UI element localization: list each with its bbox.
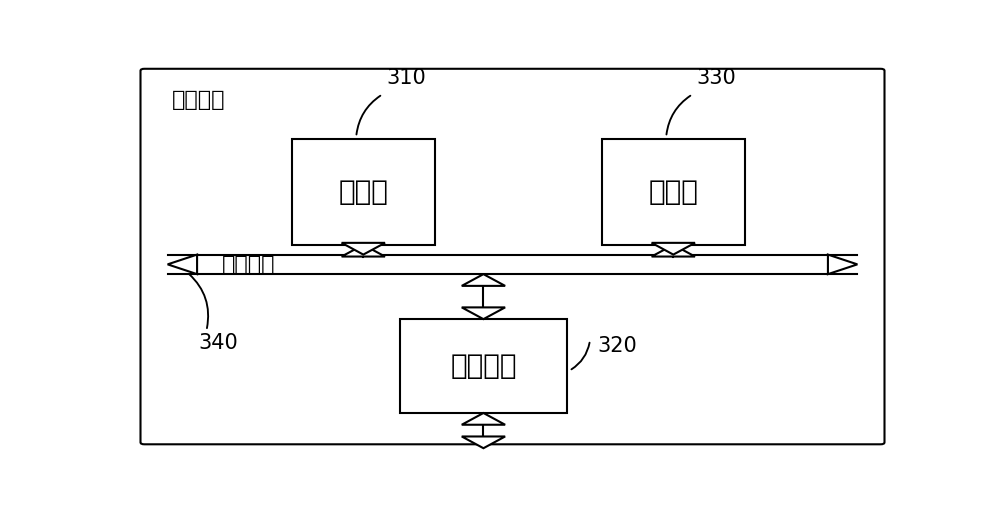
FancyArrowPatch shape bbox=[666, 96, 690, 135]
Polygon shape bbox=[342, 243, 385, 255]
Bar bbox=[292, 139, 435, 245]
Bar bbox=[400, 319, 567, 413]
Text: 电子设备: 电子设备 bbox=[172, 90, 225, 110]
Text: 通信接口: 通信接口 bbox=[450, 352, 517, 380]
FancyArrowPatch shape bbox=[189, 274, 208, 328]
FancyBboxPatch shape bbox=[140, 69, 885, 444]
Polygon shape bbox=[652, 245, 695, 257]
FancyArrowPatch shape bbox=[571, 343, 590, 369]
Text: 340: 340 bbox=[199, 333, 238, 353]
Text: 320: 320 bbox=[598, 336, 638, 356]
Text: 通信总线: 通信总线 bbox=[222, 255, 275, 275]
Text: 存储器: 存储器 bbox=[648, 178, 698, 206]
Polygon shape bbox=[828, 255, 857, 274]
Polygon shape bbox=[462, 436, 505, 448]
Polygon shape bbox=[652, 243, 695, 255]
Polygon shape bbox=[342, 245, 385, 257]
Text: 310: 310 bbox=[387, 69, 426, 88]
Polygon shape bbox=[462, 413, 505, 425]
FancyArrowPatch shape bbox=[356, 96, 380, 135]
Polygon shape bbox=[462, 274, 505, 286]
Text: 处理器: 处理器 bbox=[338, 178, 388, 206]
Polygon shape bbox=[168, 255, 197, 274]
Bar bbox=[602, 139, 745, 245]
Text: 330: 330 bbox=[697, 69, 736, 88]
Polygon shape bbox=[462, 307, 505, 319]
